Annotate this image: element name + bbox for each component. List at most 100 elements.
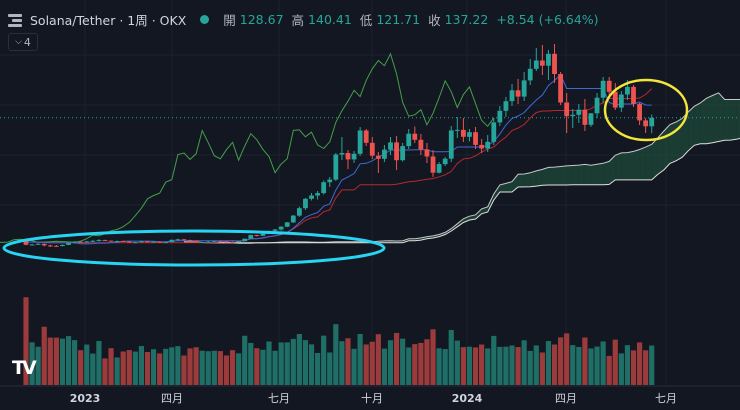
candle (527, 59, 533, 85)
candle (248, 234, 254, 239)
candle-body (248, 235, 254, 239)
candle-body (175, 239, 181, 241)
volume-bar (248, 342, 254, 385)
candle-body (96, 240, 102, 242)
candle-body (588, 113, 594, 125)
tradingview-logo: TV (12, 357, 37, 379)
candle-body (564, 102, 570, 117)
cloud-segment (597, 163, 604, 185)
ichimoku-lines (0, 52, 740, 245)
candle (467, 129, 472, 142)
volume-bar (229, 350, 236, 385)
candle-body (400, 146, 406, 161)
candle-body (224, 241, 229, 243)
candle-body (290, 215, 296, 223)
indicator-legend-toggle[interactable]: ⌵ 4 (8, 33, 38, 51)
cloud-segment (621, 152, 628, 180)
candle-body (612, 91, 618, 108)
cloud-segment (512, 174, 519, 192)
candle-body (66, 242, 71, 245)
x-axis-tick-label: 四月 (161, 392, 183, 405)
cloud-segment (627, 151, 634, 180)
candle (406, 129, 412, 149)
volume-bar (211, 350, 217, 385)
candle-body (315, 193, 320, 196)
highlight-ellipse-cyan (2, 229, 386, 267)
volume-bar (35, 346, 41, 385)
candle (284, 222, 290, 228)
cloud-segment (554, 166, 561, 185)
candle (412, 126, 418, 143)
volume-bar (491, 335, 497, 385)
symbol-title[interactable]: Solana/Tether · 1周 · OKX (30, 13, 187, 28)
candle (582, 99, 588, 131)
candle-body (533, 60, 539, 69)
cloud-segment (718, 92, 725, 142)
candle (521, 72, 527, 101)
volume-bar (351, 348, 357, 385)
candle (163, 241, 169, 244)
candle (53, 245, 59, 247)
candle (461, 118, 466, 142)
volume-bar (84, 344, 90, 385)
candle-body (418, 139, 424, 150)
candle-body (151, 241, 156, 243)
volume-bar (612, 339, 618, 385)
candle-body (254, 235, 260, 237)
candle-body (236, 241, 242, 243)
candles (23, 44, 655, 247)
volume-bar (442, 349, 448, 385)
volume-bar (102, 358, 108, 385)
cloud-segment (548, 167, 555, 185)
volume-bar (381, 348, 388, 385)
volume-bar (126, 350, 132, 385)
candle (643, 118, 649, 133)
cloud-segment (433, 234, 440, 238)
cloud-segment (639, 147, 646, 180)
high-value: 140.41 (308, 12, 352, 27)
candle (631, 85, 636, 107)
candle-body (260, 233, 266, 236)
candle (606, 77, 612, 95)
close-label: 收 (428, 13, 441, 28)
candle (187, 239, 193, 241)
candle (205, 241, 211, 243)
ichimoku-cloud (183, 92, 740, 244)
volume-bar (41, 326, 47, 385)
cloud-segment (536, 169, 543, 187)
volume-bar (150, 349, 157, 385)
candle (430, 150, 436, 177)
cloud-segment (590, 164, 598, 185)
candle (321, 180, 327, 195)
candle-body (339, 153, 345, 155)
volume-bar (466, 346, 473, 385)
candle (102, 239, 108, 242)
volume-bar (205, 351, 211, 385)
volume-bar (545, 341, 552, 385)
volume-bar (539, 352, 545, 385)
candle (315, 191, 320, 200)
candle (570, 109, 576, 128)
candle (436, 162, 442, 174)
candle-body (218, 241, 223, 243)
volume-bar (217, 351, 223, 385)
market-status-icon (200, 15, 210, 24)
candle (327, 177, 333, 187)
candle (84, 240, 90, 243)
candle (126, 241, 132, 243)
cloud-segment (609, 155, 616, 185)
volume-bar (527, 350, 533, 385)
candle-body (187, 240, 193, 241)
cloud-segment (493, 184, 500, 200)
candle-body (631, 86, 636, 104)
candle-body (363, 130, 369, 143)
candle-body (41, 243, 47, 246)
volume-bar (594, 346, 600, 385)
volume-bar (169, 347, 175, 385)
candle (479, 139, 485, 153)
volume-bar (308, 344, 315, 385)
volume-bar (29, 342, 35, 385)
candle-body (442, 158, 448, 165)
volume-bar (363, 344, 369, 385)
